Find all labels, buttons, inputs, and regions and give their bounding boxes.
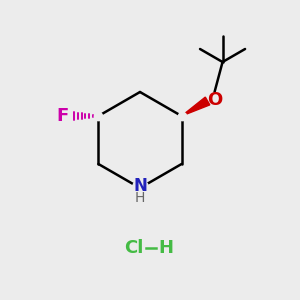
Polygon shape — [182, 97, 210, 116]
Text: H: H — [158, 239, 173, 257]
Text: F: F — [56, 107, 69, 125]
Text: H: H — [135, 191, 145, 205]
Text: Cl: Cl — [124, 239, 144, 257]
Text: O: O — [207, 91, 222, 109]
Text: N: N — [133, 177, 147, 195]
